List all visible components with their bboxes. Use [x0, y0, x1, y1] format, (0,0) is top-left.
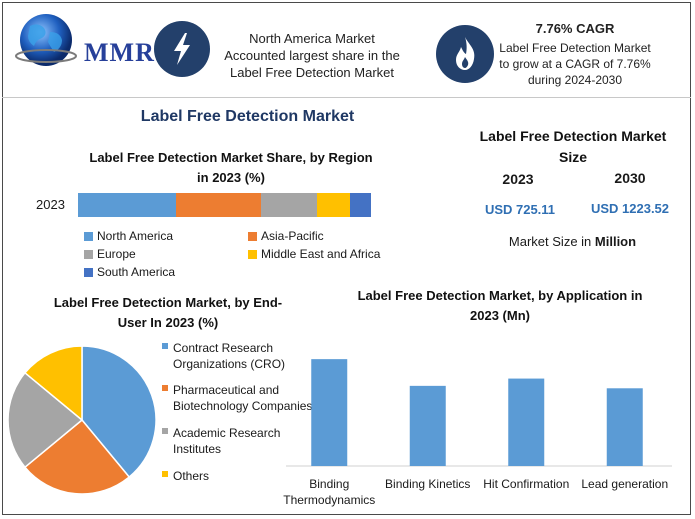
lightning-icon — [154, 21, 210, 77]
size-value-2023: USD 725.11 — [484, 202, 556, 217]
region-bar-segment — [78, 193, 177, 217]
application-bar — [508, 378, 545, 466]
region-legend-label: Europe — [97, 247, 136, 261]
application-bar — [311, 359, 348, 466]
region-legend-item: Asia-Pacific — [248, 229, 324, 243]
region-legend-item: South America — [84, 265, 175, 279]
region-bar-segment — [316, 193, 350, 217]
application-x-label-line: Lead generation — [581, 477, 669, 491]
legend-swatch — [162, 385, 168, 391]
region-highlight-line: Label Free Detection Market — [229, 65, 395, 80]
legend-swatch — [84, 231, 93, 241]
header-divider — [2, 97, 691, 98]
region-legend-item: Europe — [84, 247, 136, 261]
legend-swatch — [162, 471, 168, 477]
application-chart-title: Label Free Detection Market, by Applicat… — [330, 286, 670, 326]
cagr-line: to grow at a CAGR of 7.76% — [499, 57, 651, 71]
region-stacked-bar — [78, 193, 371, 217]
enduser-legend-line: Academic Research — [173, 426, 281, 440]
legend-swatch — [248, 231, 257, 241]
pie-slice — [23, 418, 131, 495]
legend-swatch — [84, 267, 93, 277]
enduser-legend-item: Pharmaceutical and Biotechnology Companie… — [162, 382, 312, 414]
application-bar — [409, 385, 446, 466]
globe-icon — [15, 14, 77, 66]
logo-text: MMR — [84, 38, 155, 67]
region-legend-label: Middle East and Africa — [261, 247, 381, 261]
page-frame — [2, 2, 691, 515]
enduser-legend-label: Others — [173, 468, 209, 484]
flame-icon — [436, 25, 494, 83]
size-unit-prefix: Market Size in — [508, 234, 595, 249]
region-legend-item: North America — [84, 229, 173, 243]
region-legend-item: Middle East and Africa — [248, 247, 380, 261]
enduser-legend-line: Biotechnology Companies — [173, 399, 313, 413]
cagr-line: during 2024-2030 — [527, 73, 623, 87]
enduser-legend-line: Others — [173, 469, 210, 483]
region-chart-title-line: Label Free Detection Market Share, by Re… — [89, 150, 373, 165]
enduser-legend-label: Academic Research Institutes — [173, 425, 280, 457]
region-legend-label: Asia-Pacific — [261, 229, 324, 243]
pie-slice — [23, 345, 83, 422]
cagr-highlight: 7.76% CAGR Label Free Detection Market t… — [494, 20, 656, 88]
region-highlight-line: Accounted largest share in the — [224, 48, 400, 63]
application-chart-title-line: Label Free Detection Market, by Applicat… — [357, 288, 643, 303]
enduser-legend-line: Pharmaceutical and — [173, 383, 280, 397]
legend-swatch — [162, 428, 168, 434]
region-chart-title: Label Free Detection Market Share, by Re… — [70, 148, 392, 188]
region-bar-segment — [349, 193, 371, 217]
region-legend-label: North America — [97, 229, 174, 243]
application-bar-chart — [286, 359, 672, 467]
application-chart-title-line: 2023 (Mn) — [470, 308, 530, 323]
enduser-legend-line: Institutes — [173, 442, 222, 456]
enduser-legend-item: Contract Research Organizations (CRO) — [162, 340, 285, 372]
region-legend-label: South America — [97, 265, 176, 279]
market-size-title-line: Label Free Detection Market — [479, 128, 667, 144]
region-bar-segment — [261, 193, 317, 217]
enduser-pie-chart — [7, 345, 157, 495]
enduser-legend-line: Contract Research — [173, 341, 274, 355]
application-x-label-line: Hit Confirmation — [483, 477, 570, 491]
region-chart-title-line: in 2023 (%) — [197, 170, 265, 185]
market-size-title-line: Size — [558, 149, 587, 165]
region-highlight-line: North America Market — [249, 31, 375, 46]
application-x-label: Hit Confirmation — [471, 476, 581, 492]
size-year-2030: 2030 — [614, 170, 646, 186]
size-unit-bold: Million — [594, 234, 637, 249]
legend-swatch — [248, 249, 257, 259]
region-chart-category-label: 2023 — [36, 197, 65, 212]
enduser-legend-item: Academic Research Institutes — [162, 425, 280, 457]
size-value-2030: USD 1223.52 — [590, 201, 670, 216]
cagr-title: 7.76% CAGR — [535, 21, 615, 36]
application-bar — [606, 388, 643, 466]
main-title: Label Free Detection Market — [140, 108, 355, 125]
enduser-legend-item: Others — [162, 468, 209, 484]
enduser-chart-title-line: User In 2023 (%) — [117, 315, 219, 330]
application-x-label-line: Binding — [309, 477, 350, 491]
enduser-chart-title: Label Free Detection Market, by End- Use… — [30, 293, 306, 333]
size-unit-label: Market Size in Million — [480, 234, 665, 249]
size-year-2023: 2023 — [502, 171, 534, 187]
pie-slice — [81, 345, 157, 479]
logo: MMR — [12, 10, 154, 72]
enduser-legend-line: Organizations (CRO) — [173, 357, 286, 371]
application-x-label-line: Thermodynamics — [283, 493, 376, 507]
market-size-title: Label Free Detection Market Size — [470, 126, 676, 168]
application-x-label: Lead generation — [570, 476, 680, 492]
application-x-label: Binding Thermodynamics — [274, 476, 384, 508]
region-bar-segment — [176, 193, 262, 217]
legend-swatch — [162, 343, 168, 349]
application-x-label: Binding Kinetics — [373, 476, 483, 492]
application-x-label-line: Binding Kinetics — [385, 477, 471, 491]
enduser-chart-title-line: Label Free Detection Market, by End- — [53, 295, 283, 310]
region-highlight-text: North America Market Accounted largest s… — [214, 30, 410, 81]
legend-swatch — [84, 249, 93, 259]
cagr-line: Label Free Detection Market — [499, 41, 651, 55]
pie-slice — [7, 371, 84, 469]
enduser-legend-label: Contract Research Organizations (CRO) — [173, 340, 285, 372]
enduser-legend-label: Pharmaceutical and Biotechnology Companie… — [173, 382, 312, 414]
